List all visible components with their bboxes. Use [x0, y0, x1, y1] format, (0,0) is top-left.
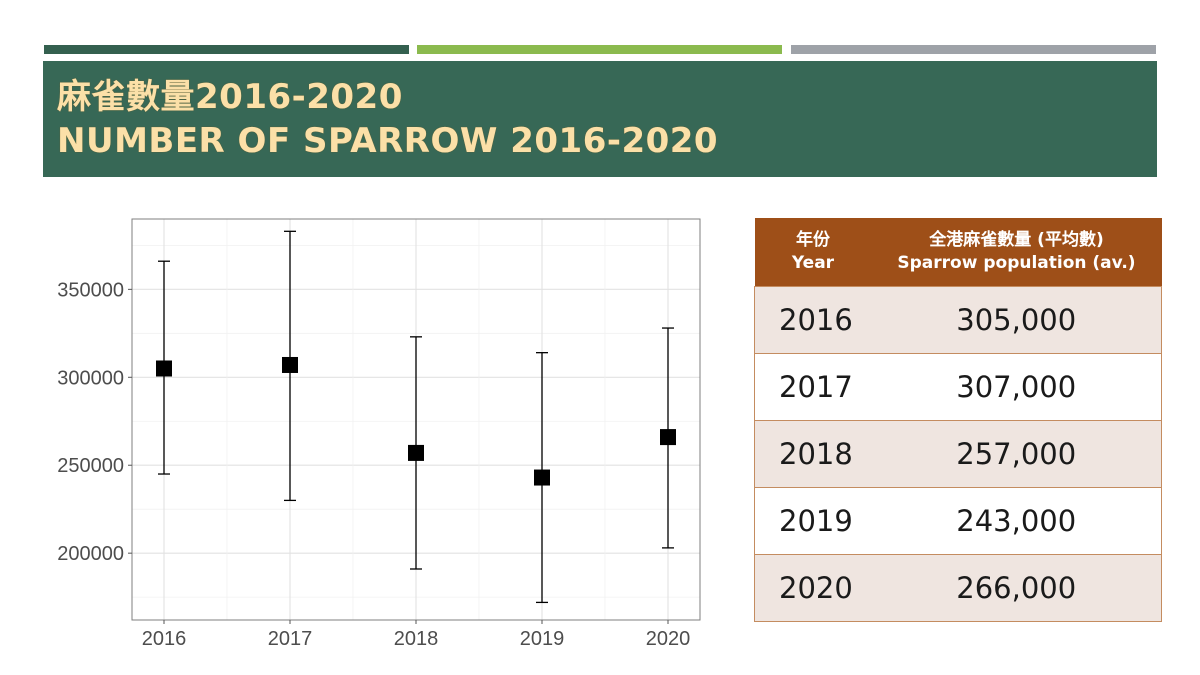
accent-bar-gray	[791, 45, 1156, 54]
x-axis-tick-label: 2017	[268, 628, 313, 650]
x-axis-tick-label: 2018	[394, 628, 439, 650]
x-axis-tick-label: 2020	[646, 628, 691, 650]
data-point	[660, 429, 676, 446]
table-row: 2017 307,000	[754, 353, 1162, 421]
table-cell-population: 307,000	[871, 353, 1162, 421]
data-point	[408, 444, 424, 461]
sparrow-population-chart: 200000 250000 300000 350000 2016 2017 2018 2019…	[57, 218, 701, 650]
table-header-row: 年份 Year 全港麻雀數量 (平均數) Sparrow population …	[754, 218, 1162, 287]
table-row: 2018 257,000	[754, 420, 1162, 488]
table-cell-year: 2017	[754, 353, 872, 421]
data-point	[282, 356, 298, 373]
y-axis-tick-label: 300000	[57, 367, 124, 389]
page-title-chinese: 麻雀數量2016-2020	[57, 77, 403, 117]
table-header-population: 全港麻雀數量 (平均數) Sparrow population (av.)	[872, 218, 1162, 287]
table-cell-year: 2016	[754, 286, 872, 354]
y-axis-tick-label: 250000	[57, 455, 124, 477]
table-row: 2020 266,000	[754, 554, 1162, 622]
table-row: 2016 305,000	[754, 286, 1162, 354]
table-cell-population: 257,000	[871, 420, 1162, 488]
accent-bar-dark-green	[44, 45, 409, 54]
accent-bar-light-green	[417, 45, 782, 54]
table-cell-year: 2019	[754, 487, 872, 555]
table-cell-population: 243,000	[871, 487, 1162, 555]
header-population-zh: 全港麻雀數量 (平均數)	[929, 230, 1104, 250]
header-population-en: Sparrow population (av.)	[897, 253, 1136, 273]
header-year-zh: 年份	[796, 230, 830, 250]
table-cell-population: 266,000	[871, 554, 1162, 622]
data-point	[534, 469, 550, 486]
table-cell-year: 2018	[754, 420, 872, 488]
table-header-year: 年份 Year	[755, 218, 872, 287]
table-cell-year: 2020	[754, 554, 872, 622]
y-axis-tick-label: 200000	[57, 543, 124, 565]
title-banner: 麻雀數量2016-2020 NUMBER OF SPARROW 2016-202…	[43, 61, 1157, 177]
table-cell-population: 305,000	[871, 286, 1162, 354]
page-title-english: NUMBER OF SPARROW 2016-2020	[57, 121, 719, 161]
header-year-en: Year	[791, 253, 835, 273]
table-row: 2019 243,000	[754, 487, 1162, 555]
x-axis-tick-label: 2019	[520, 628, 565, 650]
x-axis-tick-label: 2016	[142, 628, 187, 650]
sparrow-population-table: 年份 Year 全港麻雀數量 (平均數) Sparrow population …	[754, 218, 1162, 622]
y-axis-tick-label: 350000	[57, 279, 124, 301]
data-point	[156, 360, 172, 377]
